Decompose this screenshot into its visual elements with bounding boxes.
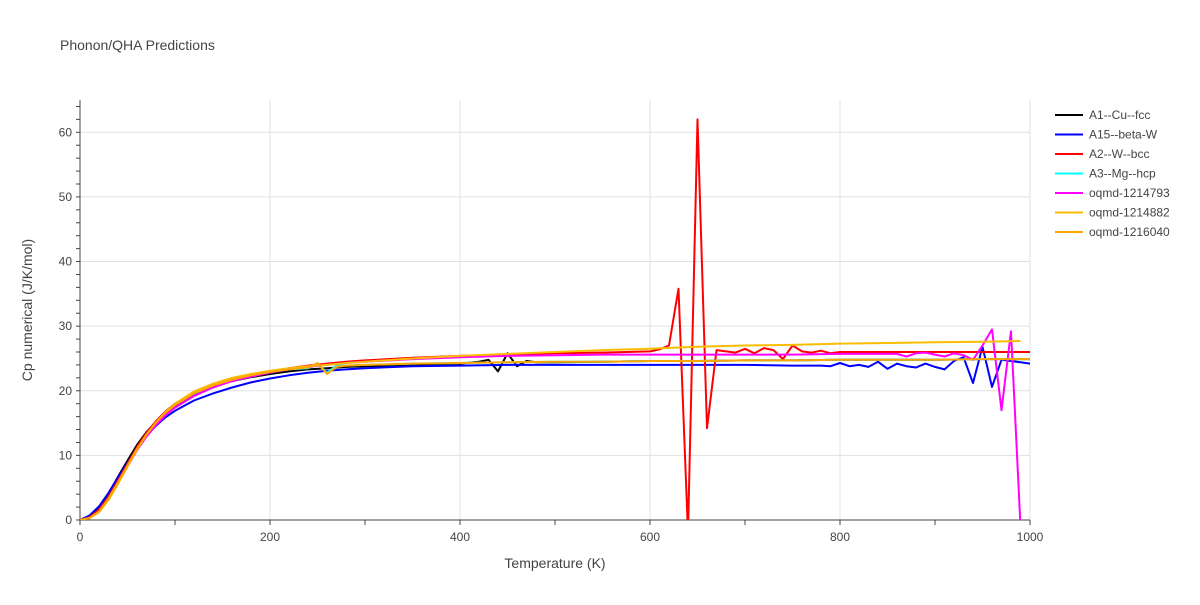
y-axis-title: Cp numerical (J/K/mol) (19, 239, 35, 381)
legend-item[interactable]: A1--Cu--fcc (1055, 108, 1150, 122)
legend-label: A15--beta-W (1089, 128, 1158, 142)
gridlines (80, 100, 1031, 520)
legend-item[interactable]: A15--beta-W (1055, 128, 1158, 142)
series-line-A15--beta-W (80, 345, 1030, 520)
series-line-oqmd-1214882 (80, 340, 1021, 520)
legend-label: A2--W--bcc (1089, 147, 1149, 161)
x-tick-label: 800 (830, 530, 850, 544)
y-tick-label: 10 (59, 448, 73, 462)
y-tick-label: 40 (59, 255, 73, 269)
x-tick-label: 0 (77, 530, 84, 544)
y-tick-label: 50 (59, 190, 73, 204)
legend-label: oqmd-1216040 (1089, 225, 1170, 239)
chart-title: Phonon/QHA Predictions (60, 37, 215, 53)
y-tick-label: 30 (59, 319, 73, 333)
legend[interactable]: A1--Cu--fcc A15--beta-W A2--W--bcc A3--Mg--… (1055, 108, 1170, 239)
legend-item[interactable]: oqmd-1216040 (1055, 225, 1170, 239)
legend-label: oqmd-1214882 (1089, 206, 1170, 220)
series-line-oqmd-1214793 (80, 328, 1022, 520)
legend-item[interactable]: oqmd-1214882 (1055, 206, 1170, 220)
x-axis-title: Temperature (K) (504, 555, 605, 571)
legend-label: A1--Cu--fcc (1089, 108, 1150, 122)
series-line-A1--Cu--fcc (80, 352, 1030, 520)
legend-label: A3--Mg--hcp (1089, 167, 1156, 181)
legend-item[interactable]: A2--W--bcc (1055, 147, 1149, 161)
y-tick-label: 0 (65, 513, 72, 527)
x-tick-label: 200 (260, 530, 280, 544)
x-tick-label: 1000 (1017, 530, 1044, 544)
axes: 0 200 400 600 800 1000 0 10 20 30 40 50 60 (59, 100, 1044, 544)
y-tick-label: 60 (59, 125, 73, 139)
plot-area (80, 118, 1030, 520)
x-tick-label: 600 (640, 530, 660, 544)
legend-item[interactable]: A3--Mg--hcp (1055, 167, 1156, 181)
y-tick-label: 20 (59, 384, 73, 398)
series-line-oqmd-1216040 (80, 358, 1030, 520)
legend-item[interactable]: oqmd-1214793 (1055, 186, 1170, 200)
legend-label: oqmd-1214793 (1089, 186, 1170, 200)
x-tick-label: 400 (450, 530, 470, 544)
